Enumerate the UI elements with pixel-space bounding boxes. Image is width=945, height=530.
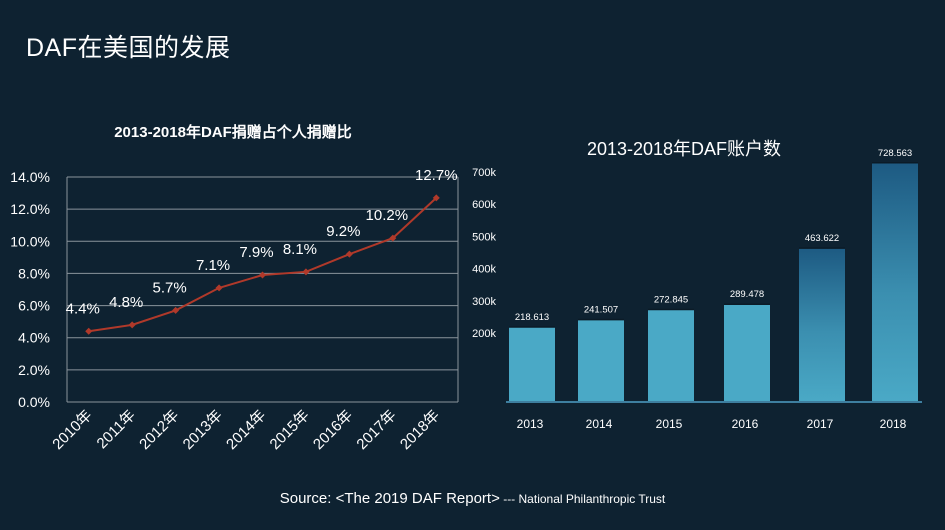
data-label: 8.1% bbox=[283, 241, 317, 258]
data-label: 4.4% bbox=[66, 300, 100, 317]
data-point bbox=[259, 271, 266, 279]
bar bbox=[648, 309, 694, 401]
y-tick-label: 12.0% bbox=[10, 201, 50, 217]
slide-title: DAF在美国的发展 bbox=[26, 34, 231, 62]
bar-chart-title: 2013-2018年DAF账户数 bbox=[587, 139, 781, 159]
bar bbox=[724, 304, 770, 401]
data-point bbox=[389, 234, 397, 242]
data-point bbox=[302, 268, 310, 276]
y-tick-label: 10.0% bbox=[10, 233, 50, 249]
data-label: 4.8% bbox=[109, 294, 143, 311]
data-label: 12.7% bbox=[415, 167, 458, 184]
source-main: Source: <The 2019 DAF Report> bbox=[279, 490, 500, 507]
data-point bbox=[345, 250, 353, 258]
bar-x-tick-label: 2015 bbox=[656, 417, 683, 431]
y-tick-label: 8.0% bbox=[18, 265, 50, 281]
data-label: 9.2% bbox=[326, 223, 360, 240]
data-label: 7.9% bbox=[239, 244, 273, 261]
bar bbox=[799, 248, 845, 401]
bar-y-tick-label: 600k bbox=[472, 199, 496, 211]
y-tick-label: 2.0% bbox=[18, 362, 50, 378]
bar bbox=[872, 162, 918, 401]
bar-y-tick-label: 400k bbox=[472, 264, 496, 276]
y-tick-label: 6.0% bbox=[18, 298, 50, 314]
source-line: Source: <The 2019 DAF Report> --- Nation… bbox=[0, 490, 945, 507]
source-attribution: --- National Philanthropic Trust bbox=[499, 492, 666, 506]
bar bbox=[578, 319, 624, 401]
bar-x-tick-label: 2014 bbox=[586, 417, 613, 431]
y-tick-label: 14.0% bbox=[10, 169, 50, 185]
bar-data-label: 728.563 bbox=[878, 148, 912, 159]
y-tick-label: 0.0% bbox=[18, 394, 50, 410]
data-label: 5.7% bbox=[153, 279, 187, 296]
data-point bbox=[215, 284, 223, 292]
bar-y-tick-label: 700k bbox=[472, 167, 496, 179]
data-label: 7.1% bbox=[196, 257, 230, 274]
bar-data-label: 463.622 bbox=[805, 233, 839, 244]
data-label: 10.2% bbox=[366, 207, 409, 224]
bar-data-label: 218.613 bbox=[515, 312, 549, 323]
data-point bbox=[85, 327, 93, 335]
bar-y-tick-label: 500k bbox=[472, 231, 496, 243]
bar-x-tick-label: 2016 bbox=[732, 417, 759, 431]
data-point bbox=[128, 321, 136, 329]
bar-data-label: 272.845 bbox=[654, 295, 688, 306]
data-point bbox=[432, 194, 440, 202]
y-tick-label: 4.0% bbox=[18, 330, 50, 346]
bar-x-tick-label: 2017 bbox=[807, 417, 834, 431]
line-chart-title: 2013-2018年DAF捐赠占个人捐赠比 bbox=[114, 123, 352, 141]
bar-x-tick-label: 2018 bbox=[880, 417, 907, 431]
bar-data-label: 289.478 bbox=[730, 289, 764, 300]
bar-x-tick-label: 2013 bbox=[517, 417, 544, 431]
bar-y-tick-label: 300k bbox=[472, 296, 496, 308]
bar-y-tick-label: 200k bbox=[472, 328, 496, 340]
bar bbox=[509, 327, 555, 401]
data-point bbox=[172, 306, 180, 314]
bar-data-label: 241.507 bbox=[584, 305, 618, 316]
